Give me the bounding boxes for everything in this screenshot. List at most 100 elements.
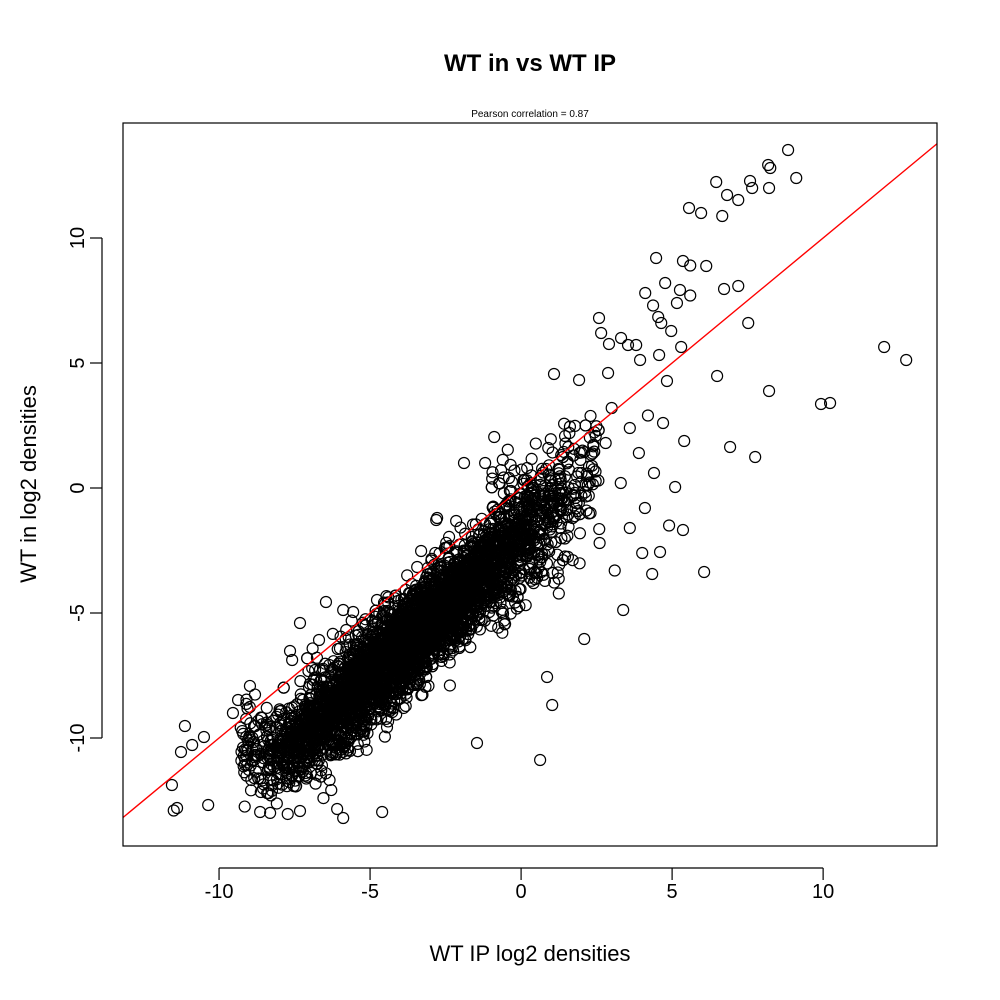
data-point: [496, 607, 510, 620]
data-point: [582, 460, 596, 473]
data-point: [764, 161, 777, 175]
data-point: [248, 771, 261, 785]
data-point: [512, 542, 526, 556]
data-point: [546, 566, 559, 580]
data-point: [479, 456, 492, 470]
data-point: [374, 656, 387, 670]
data-point: [342, 743, 355, 757]
data-point: [684, 289, 697, 302]
data-point: [293, 616, 307, 630]
data-point: [399, 640, 413, 653]
data-point: [293, 804, 307, 818]
data-point: [584, 506, 597, 520]
data-point: [578, 632, 591, 646]
data-point: [406, 608, 419, 622]
data-point: [525, 547, 538, 560]
data-point: [321, 728, 334, 742]
data-point: [563, 420, 577, 433]
data-point: [306, 662, 319, 675]
data-point: [443, 656, 456, 669]
data-point: [646, 567, 659, 581]
data-point: [385, 671, 398, 684]
data-point: [515, 548, 529, 561]
data-point: [499, 502, 512, 515]
data-point: [498, 614, 511, 627]
data-point: [675, 340, 688, 354]
data-point: [427, 589, 441, 602]
data-point: [165, 778, 179, 792]
data-point: [260, 701, 273, 715]
data-point: [278, 761, 291, 774]
data-point: [377, 662, 390, 676]
data-point: [475, 563, 488, 577]
data-point: [380, 613, 393, 627]
data-point: [367, 698, 380, 711]
data-point: [632, 446, 645, 460]
data-point: [274, 719, 287, 732]
data-point: [498, 563, 511, 576]
data-point: [493, 511, 506, 524]
data-point: [639, 286, 652, 300]
data-point: [494, 537, 507, 550]
x-tick-label: -5: [361, 881, 379, 903]
data-point: [781, 143, 795, 157]
data-point: [337, 683, 350, 696]
data-point: [563, 426, 576, 440]
data-point: [257, 734, 270, 747]
data-point: [670, 296, 684, 310]
data-point: [575, 446, 588, 459]
data-point: [260, 716, 273, 729]
data-point: [900, 353, 913, 367]
data-point: [587, 438, 600, 451]
data-point: [369, 689, 382, 702]
data-point: [186, 738, 199, 752]
data-point: [356, 725, 369, 738]
data-point: [540, 503, 554, 516]
data-point: [445, 572, 459, 585]
data-point: [647, 466, 661, 480]
data-point: [288, 741, 301, 754]
data-point: [332, 738, 345, 751]
data-point: [376, 805, 389, 819]
data-point: [746, 181, 759, 195]
data-point: [367, 622, 380, 636]
data-point: [355, 704, 368, 717]
data-point: [486, 530, 499, 543]
data-point: [390, 639, 403, 652]
data-point: [678, 434, 691, 448]
data-point: [178, 719, 192, 733]
data-point: [370, 593, 384, 607]
data-point: [660, 374, 674, 388]
data-point: [546, 512, 560, 525]
data-point: [501, 546, 514, 559]
data-point: [559, 437, 572, 450]
data-point: [623, 421, 636, 435]
data-point: [340, 623, 353, 637]
data-point: [599, 436, 612, 450]
data-point: [302, 756, 315, 769]
data-point: [428, 604, 442, 617]
data-point: [486, 567, 499, 580]
data-point: [494, 463, 508, 477]
data-point: [246, 731, 259, 744]
data-point: [319, 595, 333, 609]
data-point: [439, 637, 452, 650]
data-point: [435, 650, 448, 664]
data-point: [621, 338, 635, 352]
data-point: [526, 556, 539, 570]
data-point: [408, 585, 421, 598]
data-point: [240, 697, 253, 710]
data-point: [684, 259, 697, 272]
data-point: [254, 785, 267, 799]
data-point: [390, 708, 403, 721]
data-point: [267, 738, 280, 751]
data-point: [481, 590, 494, 603]
data-point: [336, 692, 349, 705]
data-point: [379, 637, 392, 650]
data-point: [294, 675, 307, 688]
data-point: [357, 668, 370, 682]
data-point: [547, 367, 561, 381]
data-point: [636, 546, 649, 560]
data-point: [550, 509, 563, 522]
data-point: [695, 206, 708, 220]
